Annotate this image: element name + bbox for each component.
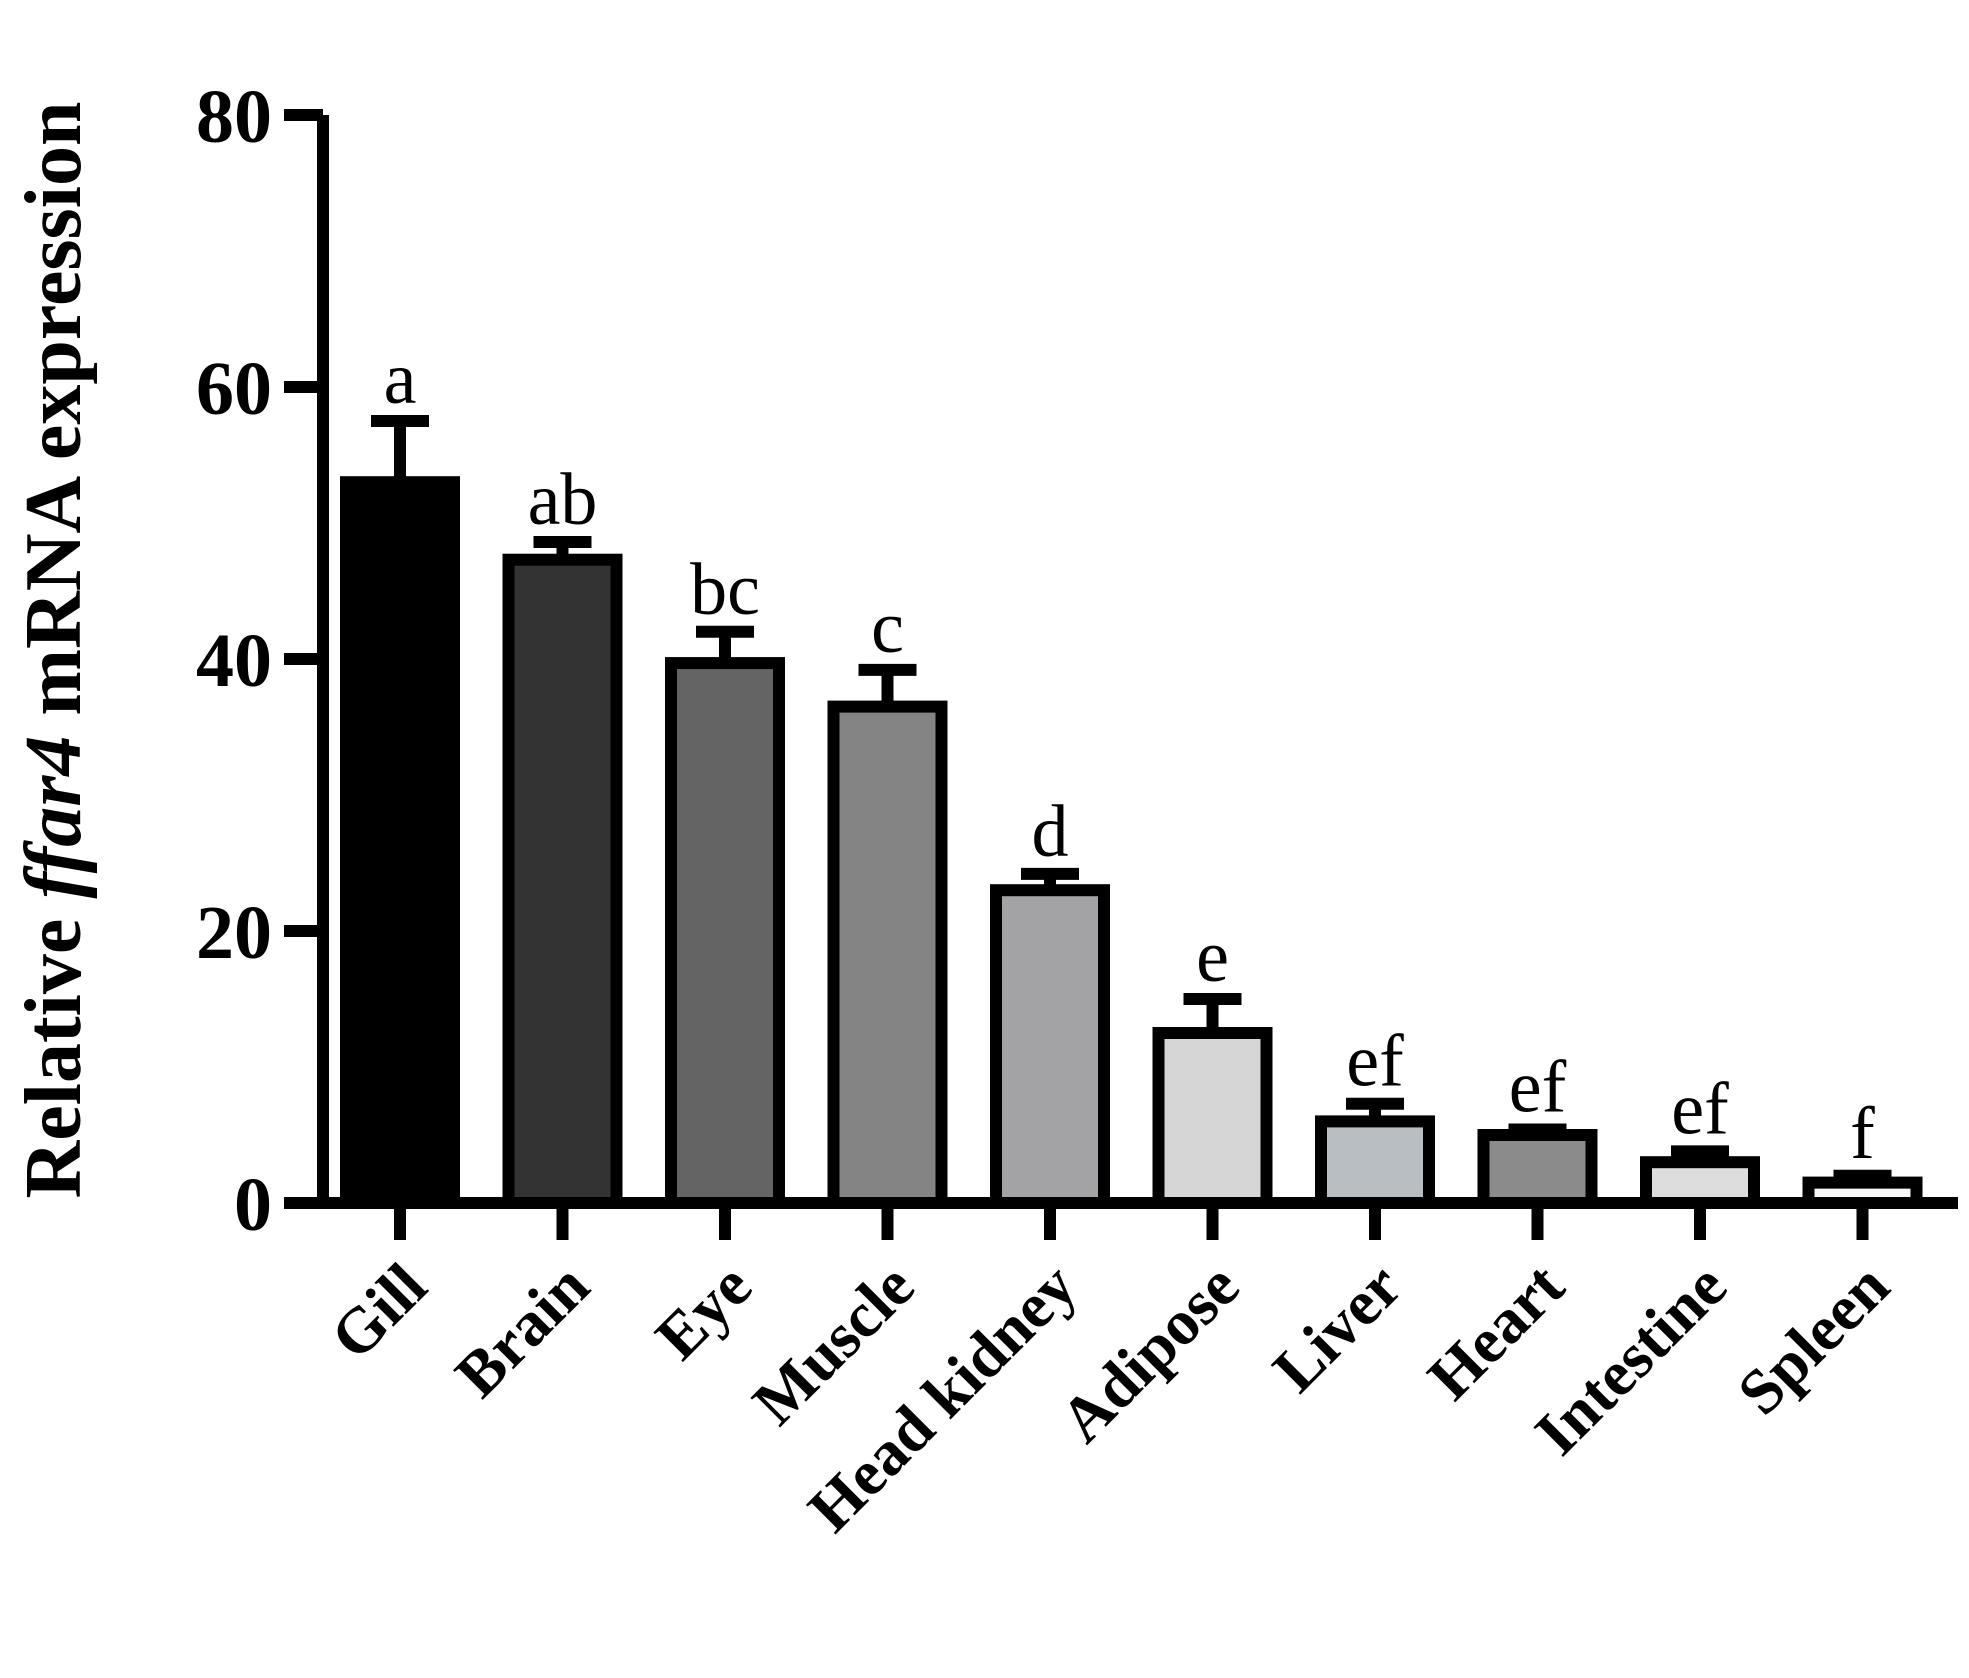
y-tick-label: 0 (234, 1163, 272, 1247)
category-label: Brain (442, 1250, 603, 1411)
y-tick-label: 20 (196, 891, 272, 975)
bar (1152, 1027, 1273, 1209)
significance-label: c (871, 587, 904, 669)
significance-label: ef (1671, 1068, 1729, 1150)
bar (1315, 1115, 1435, 1210)
category-label: Eye (642, 1250, 765, 1373)
significance-label: ab (528, 459, 598, 541)
bar (827, 700, 948, 1209)
bar (990, 884, 1110, 1209)
y-axis-title-part-1: Relative (10, 899, 98, 1199)
significance-label: e (1196, 916, 1229, 998)
category-label: Liver (1259, 1250, 1415, 1406)
significance-label: f (1850, 1093, 1875, 1175)
bar (1640, 1156, 1760, 1209)
y-axis-title-gene: ffar4 (10, 736, 98, 899)
error-bars-group (371, 415, 1892, 1183)
y-axis-title: Relative ffar4 mRNA expression (10, 102, 98, 1199)
category-label: Spleen (1724, 1250, 1902, 1428)
y-ticks-group: 0 20 40 60 80 (196, 75, 323, 1247)
x-ticks-group (394, 1203, 1869, 1240)
bar (1477, 1129, 1598, 1209)
y-tick-label: 60 (196, 347, 272, 431)
significance-label: d (1032, 791, 1069, 873)
category-label: Adipose (1046, 1250, 1252, 1456)
y-tick-label: 40 (196, 619, 272, 703)
significance-label: a (384, 338, 417, 420)
bar (502, 553, 623, 1209)
bar (665, 657, 785, 1209)
significance-label: ef (1346, 1021, 1404, 1103)
category-label: Gill (317, 1250, 440, 1373)
significance-label: ef (1509, 1047, 1567, 1129)
bar (340, 476, 460, 1209)
significance-label: bc (690, 549, 760, 631)
y-tick-label: 80 (196, 75, 272, 159)
significance-labels-group: a ab bc c d e ef ef ef f (384, 338, 1876, 1175)
y-axis-title-part-2: mRNA expression (10, 102, 98, 736)
